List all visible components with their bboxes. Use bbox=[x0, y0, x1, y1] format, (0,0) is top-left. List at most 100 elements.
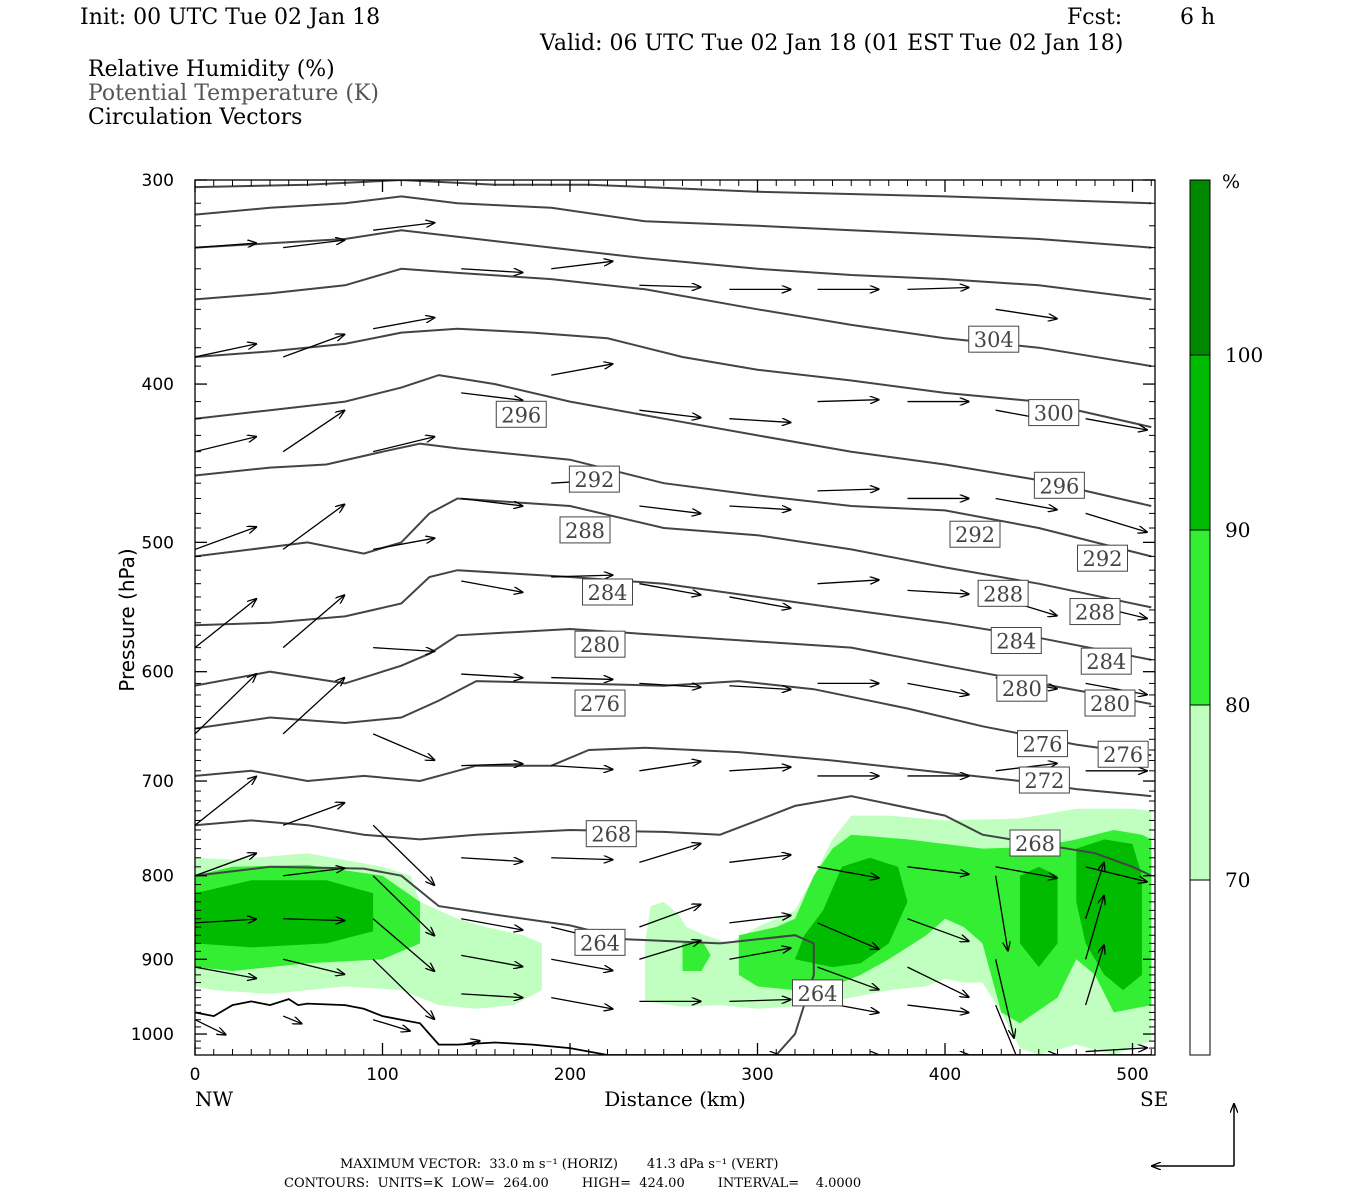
circulation-vector bbox=[461, 858, 522, 862]
theta-contour-308 bbox=[195, 229, 1152, 301]
circulation-vector bbox=[283, 868, 344, 877]
contour-label-292: 292 bbox=[949, 520, 1001, 548]
circulation-vector bbox=[729, 506, 790, 510]
circulation-vector bbox=[907, 866, 969, 874]
colorbar-segment-3 bbox=[1189, 354, 1211, 531]
y-tick-label: 1000 bbox=[131, 1025, 174, 1045]
x-tick-label: 400 bbox=[929, 1065, 961, 1085]
circulation-vector bbox=[639, 941, 700, 960]
contour-label-box bbox=[1009, 829, 1061, 857]
circulation-vector bbox=[195, 919, 256, 923]
circulation-vector bbox=[372, 824, 434, 885]
rh-field-title: Relative Humidity (%) bbox=[88, 57, 335, 82]
circulation-vector bbox=[551, 575, 612, 577]
contour-label-276: 276 bbox=[1017, 730, 1068, 758]
contour-info: CONTOURS: UNITS=K LOW= 264.00 HIGH= 424.… bbox=[284, 1176, 862, 1191]
contour-label-264: 264 bbox=[792, 979, 843, 1007]
colorbar-segment-4 bbox=[1189, 179, 1211, 356]
circulation-vector bbox=[639, 761, 700, 772]
circulation-vector bbox=[282, 803, 344, 826]
circulation-vector bbox=[282, 505, 344, 550]
y-tick-label: 800 bbox=[142, 867, 174, 887]
colorbar-unit: % bbox=[1222, 171, 1240, 193]
contour-label-box bbox=[1017, 730, 1068, 758]
circulation-vector bbox=[195, 966, 256, 978]
circulation-vector bbox=[639, 844, 700, 863]
terrain-line bbox=[195, 998, 1152, 1055]
y-tick-label: 400 bbox=[142, 375, 174, 395]
contour-label-284: 284 bbox=[1080, 647, 1132, 675]
contour-label-box bbox=[949, 520, 1001, 548]
circulation-vector bbox=[195, 599, 256, 649]
vector-field-title: Circulation Vectors bbox=[88, 105, 303, 130]
contour-label-box bbox=[1077, 544, 1128, 572]
contour-label-box bbox=[568, 465, 620, 493]
contour-label-box bbox=[582, 578, 633, 606]
contour-label-280: 280 bbox=[574, 630, 626, 658]
circulation-vector bbox=[1085, 1048, 1147, 1052]
contour-label-text: 284 bbox=[1086, 650, 1126, 674]
theta-contour-296 bbox=[195, 374, 1152, 507]
contour-label-264: 264 bbox=[574, 928, 626, 956]
circulation-vector bbox=[639, 683, 700, 687]
circulation-vector bbox=[639, 583, 700, 595]
circulation-vector bbox=[372, 1019, 410, 1031]
circulation-vector bbox=[373, 223, 434, 231]
circulation-vector bbox=[282, 335, 344, 358]
circulation-vector bbox=[995, 866, 1057, 878]
x-axis-label: Distance (km) bbox=[604, 1087, 746, 1111]
circulation-vector bbox=[461, 994, 522, 998]
contour-label-292: 292 bbox=[568, 465, 620, 493]
contour-label-284: 284 bbox=[990, 626, 1042, 654]
colorbar-label: 70 bbox=[1225, 868, 1250, 892]
circulation-vector bbox=[282, 411, 344, 453]
circulation-vector bbox=[551, 958, 612, 970]
circulation-vector bbox=[372, 958, 434, 1019]
circulation-vector bbox=[461, 1041, 479, 1045]
theta-contour-264 bbox=[195, 865, 815, 1055]
circulation-vector bbox=[907, 287, 969, 289]
y-tick-label: 900 bbox=[142, 950, 174, 970]
circulation-vector bbox=[372, 875, 434, 936]
circulation-vector bbox=[461, 674, 522, 678]
y-tick-label: 500 bbox=[142, 533, 174, 553]
contour-label-box bbox=[996, 674, 1048, 702]
contour-label-text: 280 bbox=[1090, 692, 1130, 716]
contour-label-292: 292 bbox=[1077, 544, 1128, 572]
circulation-vector bbox=[729, 767, 790, 771]
contour-label-box bbox=[977, 579, 1029, 607]
y-tick-label: 700 bbox=[142, 772, 174, 792]
y-axis-label: Pressure (hPa) bbox=[115, 548, 139, 691]
circulation-vector bbox=[994, 959, 1014, 1038]
colorbar-segment-1 bbox=[1189, 704, 1211, 881]
forecast-hour: 6 h bbox=[1180, 5, 1216, 30]
circulation-vector bbox=[283, 919, 344, 921]
contour-label-box bbox=[559, 516, 611, 544]
circulation-vector bbox=[195, 1019, 226, 1035]
x-tick-label: 0 bbox=[190, 1065, 201, 1085]
contour-label-box bbox=[792, 979, 843, 1007]
circulation-vector bbox=[195, 344, 256, 358]
max-vector-note: MAXIMUM VECTOR: 33.0 m s⁻¹ (HORIZ) 41.3 … bbox=[340, 1157, 779, 1172]
circulation-vector bbox=[195, 243, 256, 249]
circulation-vector bbox=[639, 905, 700, 928]
contour-label-text: 292 bbox=[574, 468, 614, 492]
contour-label-text: 284 bbox=[996, 629, 1036, 653]
plot-area: 264 264 268 268 272 276 276 276 280 280 280 284 284 2… bbox=[195, 180, 1152, 1055]
circulation-vector bbox=[551, 261, 612, 270]
contour-label-text: 304 bbox=[974, 328, 1014, 352]
x-tick-label: 500 bbox=[1116, 1065, 1148, 1085]
contour-label-276: 276 bbox=[574, 689, 626, 717]
contour-label-box bbox=[1097, 740, 1149, 768]
contour-label-text: 284 bbox=[587, 581, 627, 605]
colorbar-label: 80 bbox=[1225, 693, 1250, 717]
contour-label-text: 276 bbox=[580, 692, 620, 716]
circulation-vector bbox=[639, 505, 700, 513]
init-time: Init: 00 UTC Tue 02 Jan 18 bbox=[80, 5, 381, 30]
circulation-vector bbox=[283, 240, 344, 249]
contour-label-text: 296 bbox=[501, 403, 541, 427]
circulation-vector bbox=[551, 364, 612, 376]
theta-contour-276 bbox=[195, 680, 1152, 757]
contour-label-276: 276 bbox=[1097, 740, 1149, 768]
circulation-vector bbox=[729, 855, 790, 863]
